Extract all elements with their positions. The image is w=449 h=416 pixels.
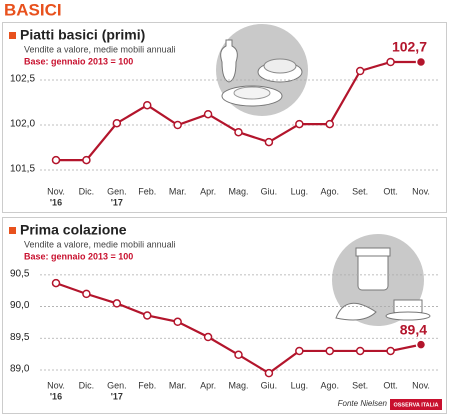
data-point — [355, 66, 365, 76]
data-point — [415, 339, 427, 350]
y-tick-label: 90,0 — [10, 300, 30, 311]
logo-text: OSSERVA ITALIA — [393, 402, 438, 408]
x-tick-label: Apr. — [200, 186, 216, 196]
y-tick-label: 89,0 — [10, 364, 30, 375]
x-tick-label: Mar. — [169, 380, 187, 390]
data-point — [173, 120, 182, 130]
x-tick-label: Lug. — [291, 380, 309, 390]
chart-subtitle: Vendite a valore, medie mobili annuali — [24, 239, 176, 249]
x-tick-label: Mar. — [169, 186, 187, 196]
x-tick-label: Feb. — [138, 186, 156, 196]
y-tick-label: 102,0 — [10, 119, 35, 130]
data-point — [82, 155, 91, 165]
y-tick-label: 89,5 — [10, 332, 30, 343]
value-label: 89,4 — [400, 321, 427, 337]
x-tick-label: Set. — [352, 380, 368, 390]
panel — [2, 217, 447, 414]
x-tick-label: Lug. — [291, 186, 309, 196]
data-point — [415, 56, 427, 68]
data-point — [112, 299, 122, 308]
data-point — [325, 119, 334, 129]
data-point — [264, 368, 274, 378]
logo — [390, 399, 442, 410]
x-tick-label: Mag. — [228, 380, 248, 390]
data-point — [82, 289, 91, 299]
chart-title: Prima colazione — [20, 222, 127, 238]
breakfast-icon — [332, 234, 431, 326]
x-tick-label: Gen. — [107, 380, 127, 390]
data-point — [295, 119, 304, 129]
x-tick-label: Ago. — [320, 380, 339, 390]
x-tick-label: Nov. — [47, 380, 65, 390]
value-label: 102,7 — [392, 39, 427, 55]
panel — [2, 22, 447, 213]
data-point — [173, 317, 182, 327]
data-point — [234, 127, 243, 137]
y-tick-label: 90,5 — [10, 268, 30, 279]
x-tick-sublabel: '16 — [50, 391, 62, 401]
x-tick-label: Dic. — [79, 186, 95, 196]
x-tick-label: Ott. — [383, 380, 398, 390]
x-tick-label: Nov. — [412, 186, 430, 196]
x-tick-label: Set. — [352, 186, 368, 196]
x-tick-label: Feb. — [138, 380, 156, 390]
x-tick-label: Ago. — [320, 186, 339, 196]
data-point — [355, 346, 365, 356]
x-tick-label: Nov. — [47, 186, 65, 196]
y-tick-label: 101,5 — [10, 164, 35, 175]
title-bullet — [9, 32, 16, 39]
x-tick-sublabel: '16 — [50, 197, 62, 207]
x-tick-sublabel: '17 — [111, 391, 123, 401]
source: Fonte Nielsen — [338, 399, 388, 408]
y-tick-label: 102,5 — [10, 74, 35, 85]
x-tick-label: Mag. — [228, 186, 248, 196]
x-tick-label: Giu. — [261, 380, 278, 390]
chart-note: Base: gennaio 2013 = 100 — [24, 56, 133, 66]
x-tick-label: Giu. — [261, 186, 278, 196]
data-point — [234, 350, 243, 360]
data-point — [386, 57, 395, 67]
x-tick-label: Gen. — [107, 186, 127, 196]
header: BASICI — [4, 0, 62, 19]
data-point — [203, 109, 213, 119]
x-tick-label: Apr. — [200, 380, 216, 390]
x-tick-label: Nov. — [412, 380, 430, 390]
data-point — [295, 346, 304, 356]
data-point — [51, 278, 61, 288]
data-point — [386, 346, 395, 356]
data-point — [143, 100, 152, 110]
data-point — [203, 332, 213, 342]
pasta-icon — [216, 24, 308, 116]
x-tick-sublabel: '17 — [111, 197, 123, 207]
chart-title: Piatti basici (primi) — [20, 27, 145, 43]
x-tick-label: Ott. — [383, 186, 398, 196]
chart-note: Base: gennaio 2013 = 100 — [24, 251, 133, 261]
data-point — [143, 311, 152, 320]
data-point — [325, 346, 334, 356]
title-bullet — [9, 227, 16, 234]
x-tick-label: Dic. — [79, 380, 95, 390]
data-point — [51, 155, 61, 165]
data-point — [264, 137, 274, 147]
data-point — [112, 118, 122, 128]
chart-subtitle: Vendite a valore, medie mobili annuali — [24, 44, 176, 54]
